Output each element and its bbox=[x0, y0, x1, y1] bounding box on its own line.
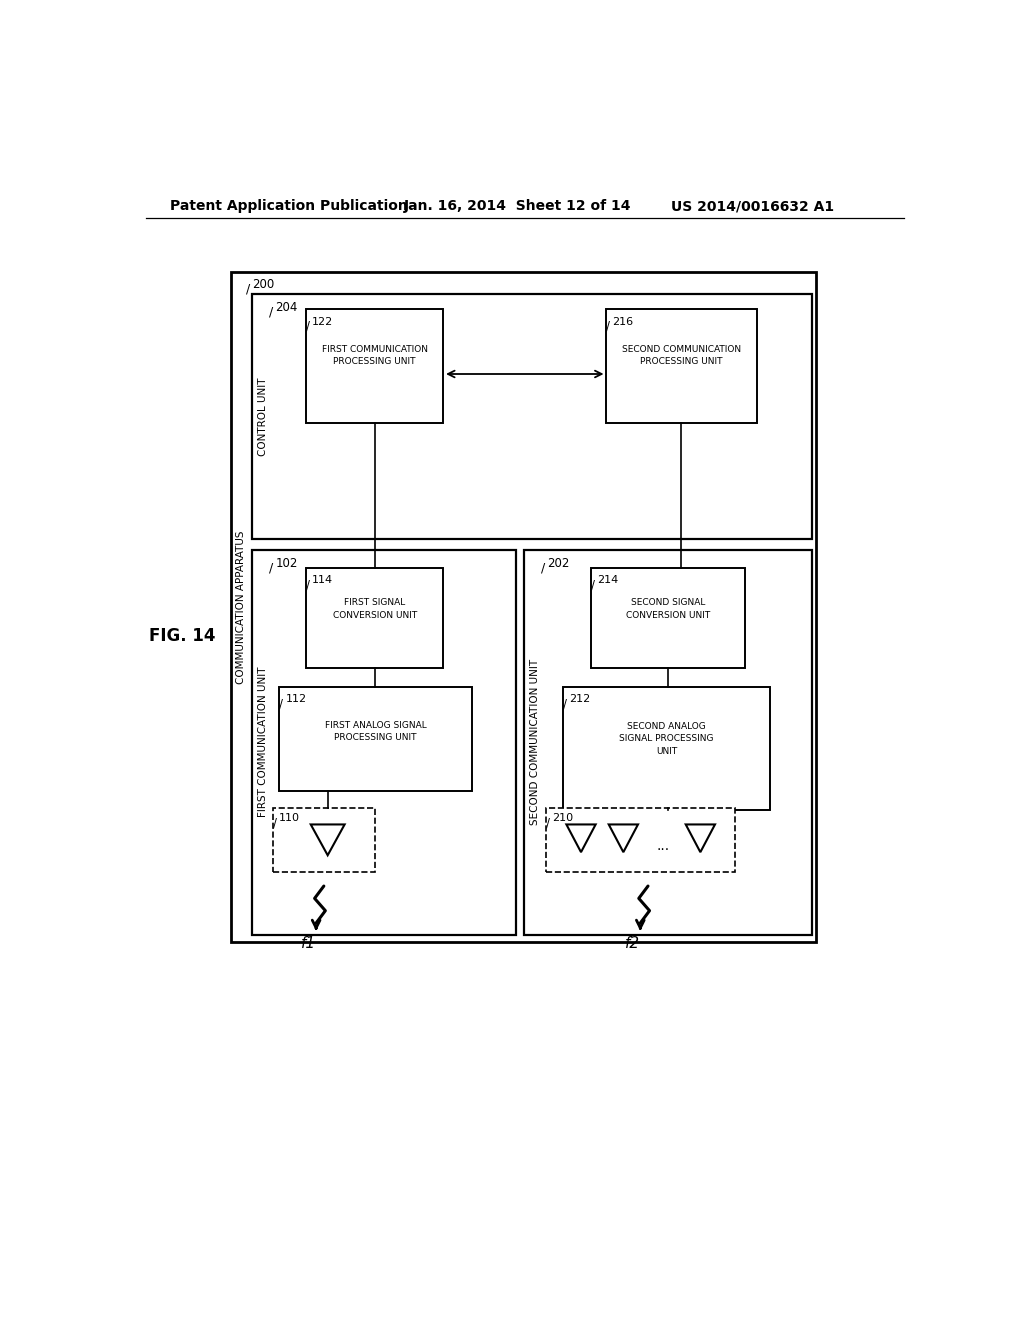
Text: Jan. 16, 2014  Sheet 12 of 14: Jan. 16, 2014 Sheet 12 of 14 bbox=[404, 199, 632, 213]
Bar bbox=[280, 686, 472, 791]
Text: PROCESSING UNIT: PROCESSING UNIT bbox=[334, 733, 417, 742]
Bar bbox=[306, 568, 443, 668]
Text: 202: 202 bbox=[547, 557, 569, 570]
Text: 210: 210 bbox=[553, 813, 573, 824]
Text: /: / bbox=[306, 578, 310, 591]
Text: FIRST COMMUNICATION: FIRST COMMUNICATION bbox=[322, 345, 428, 354]
Text: /: / bbox=[541, 561, 545, 574]
Polygon shape bbox=[608, 825, 638, 853]
Bar bbox=[563, 686, 770, 810]
Text: 110: 110 bbox=[280, 813, 300, 824]
Text: 204: 204 bbox=[275, 301, 298, 314]
Bar bbox=[524, 549, 812, 935]
Text: SECOND ANALOG: SECOND ANALOG bbox=[627, 722, 706, 731]
Text: /: / bbox=[306, 319, 310, 333]
Text: /: / bbox=[269, 306, 273, 319]
Text: 214: 214 bbox=[597, 576, 618, 585]
Text: US 2014/0016632 A1: US 2014/0016632 A1 bbox=[671, 199, 835, 213]
Text: 112: 112 bbox=[286, 694, 306, 704]
Bar bbox=[306, 309, 443, 424]
Text: /: / bbox=[280, 697, 284, 710]
Bar bbox=[230, 272, 816, 942]
Polygon shape bbox=[566, 825, 596, 853]
Text: 102: 102 bbox=[275, 557, 298, 570]
Bar bbox=[591, 568, 745, 668]
Text: 212: 212 bbox=[569, 694, 591, 704]
Text: /: / bbox=[273, 816, 278, 829]
Bar bbox=[252, 294, 812, 539]
Text: 200: 200 bbox=[252, 279, 274, 292]
Text: SIGNAL PROCESSING: SIGNAL PROCESSING bbox=[620, 734, 714, 743]
Text: SECOND COMMUNICATION: SECOND COMMUNICATION bbox=[622, 345, 740, 354]
Text: CONVERSION UNIT: CONVERSION UNIT bbox=[333, 611, 417, 619]
Polygon shape bbox=[686, 825, 715, 853]
Text: Patent Application Publication: Patent Application Publication bbox=[170, 199, 408, 213]
Text: ...: ... bbox=[656, 840, 670, 853]
Text: FIRST ANALOG SIGNAL: FIRST ANALOG SIGNAL bbox=[325, 721, 426, 730]
Text: COMMUNICATION APPARATUS: COMMUNICATION APPARATUS bbox=[237, 531, 247, 684]
Text: /: / bbox=[269, 561, 273, 574]
Text: CONVERSION UNIT: CONVERSION UNIT bbox=[626, 611, 711, 619]
Text: PROCESSING UNIT: PROCESSING UNIT bbox=[334, 358, 416, 366]
Text: /: / bbox=[563, 697, 567, 710]
Bar bbox=[606, 309, 757, 424]
Bar bbox=[273, 808, 376, 873]
Text: /: / bbox=[591, 578, 595, 591]
Polygon shape bbox=[310, 825, 345, 855]
Text: /: / bbox=[547, 816, 550, 829]
Text: SECOND COMMUNICATION UNIT: SECOND COMMUNICATION UNIT bbox=[529, 659, 540, 825]
Text: /: / bbox=[246, 282, 250, 296]
Bar bbox=[252, 549, 516, 935]
Text: 216: 216 bbox=[612, 317, 634, 326]
Text: 122: 122 bbox=[312, 317, 334, 326]
Text: FIRST COMMUNICATION UNIT: FIRST COMMUNICATION UNIT bbox=[258, 667, 268, 817]
Text: f2: f2 bbox=[625, 936, 640, 952]
Text: /: / bbox=[606, 319, 610, 333]
Text: CONTROL UNIT: CONTROL UNIT bbox=[258, 378, 268, 455]
Text: f1: f1 bbox=[301, 936, 315, 952]
Bar bbox=[547, 808, 735, 873]
Text: UNIT: UNIT bbox=[655, 747, 677, 756]
Text: FIG. 14: FIG. 14 bbox=[148, 627, 215, 644]
Text: FIRST SIGNAL: FIRST SIGNAL bbox=[344, 598, 406, 607]
Text: SECOND SIGNAL: SECOND SIGNAL bbox=[631, 598, 706, 607]
Text: 114: 114 bbox=[312, 576, 334, 585]
Text: PROCESSING UNIT: PROCESSING UNIT bbox=[640, 358, 722, 366]
